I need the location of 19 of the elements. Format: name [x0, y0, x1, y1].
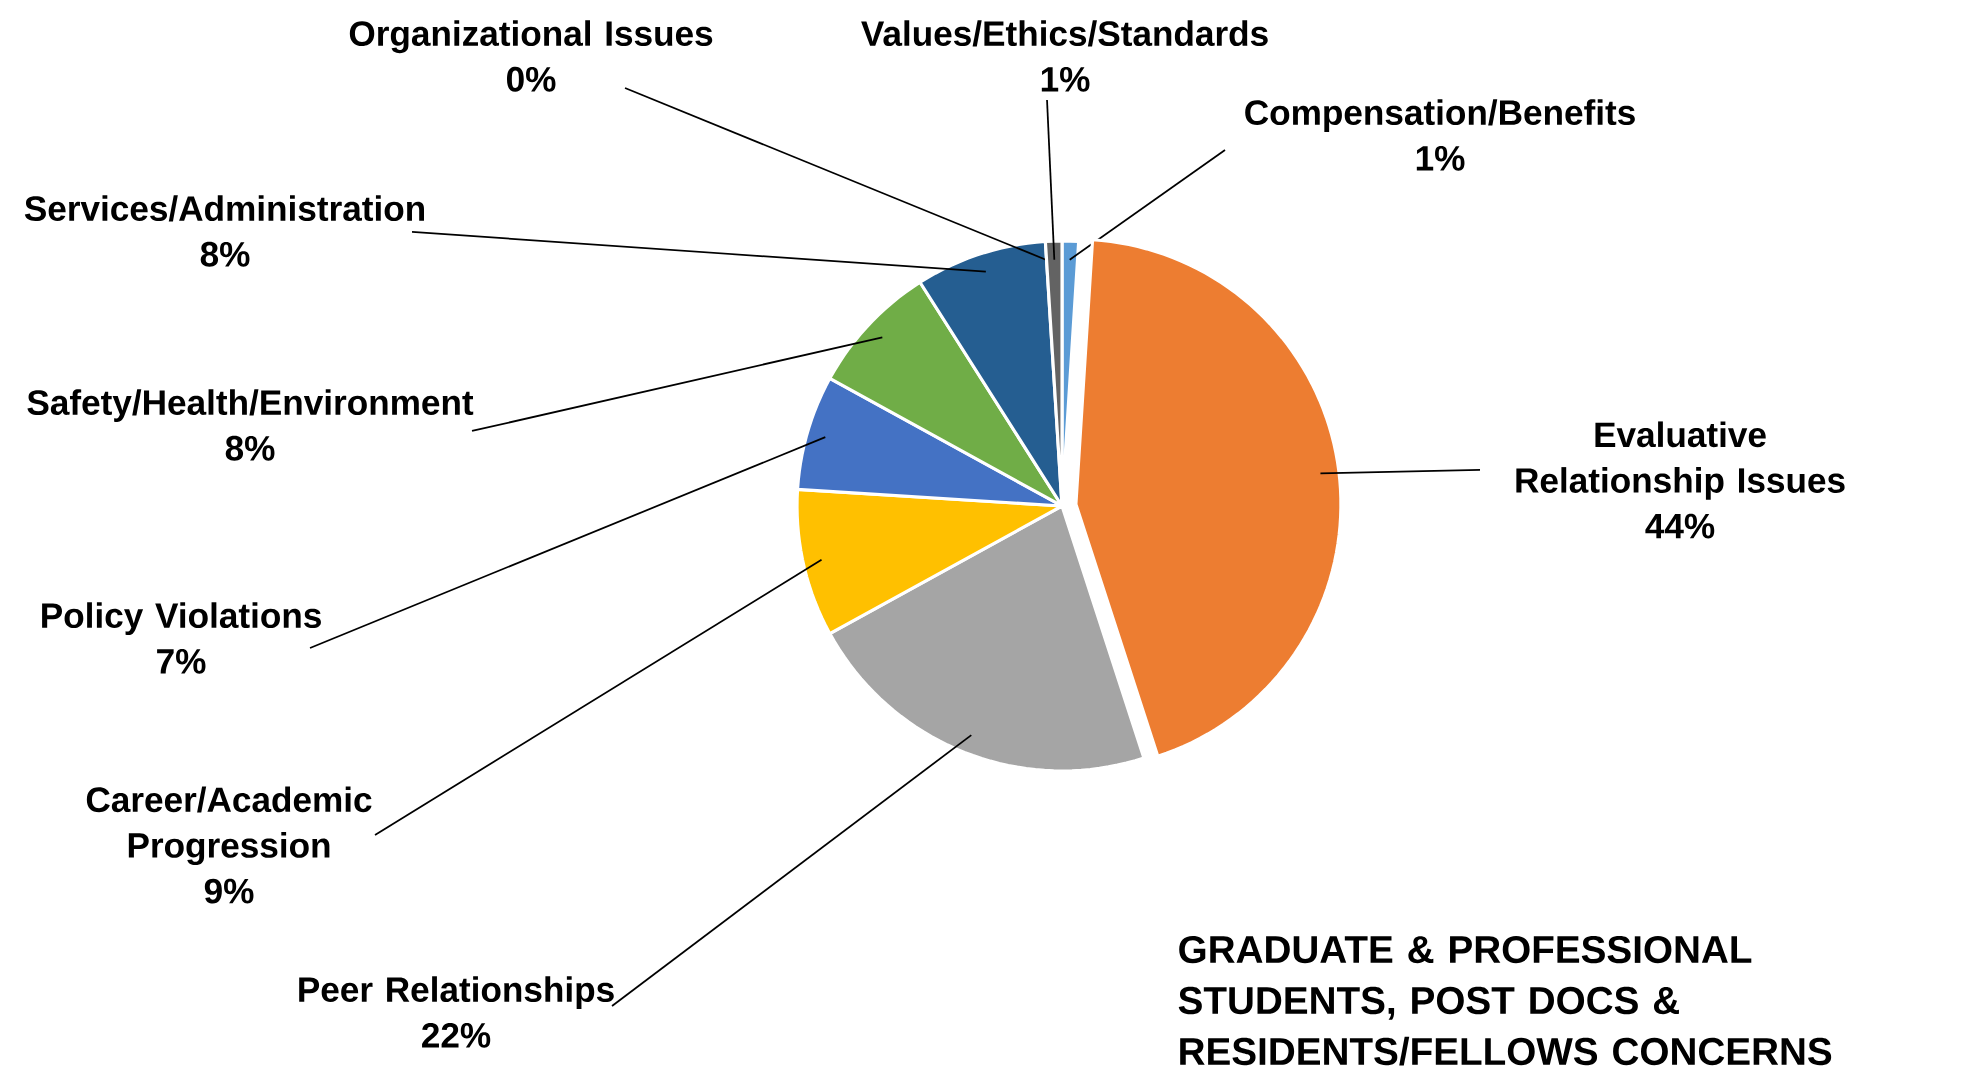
data-label: 8% — [200, 241, 250, 267]
data-label: 44% — [1645, 513, 1715, 539]
data-label: 1% — [1041, 66, 1090, 92]
data-label: 22% — [422, 1022, 491, 1048]
category-label: Organizational Issues — [349, 20, 713, 54]
slice-label: Safety/Health/Environment — [27, 389, 474, 422]
slice-label: Compensation/Benefits — [1245, 99, 1635, 133]
data-label: 1% — [1416, 145, 1465, 171]
slice-label: Values/Ethics/Standards — [861, 20, 1268, 47]
slice-label: Career/Academic Progression — [86, 786, 372, 865]
slice-label: Services/Administration — [24, 195, 424, 222]
data-label: 9% — [204, 878, 254, 904]
data-label: 7% — [157, 648, 206, 674]
slice-label: Evaluative Relationship Issues — [1516, 421, 1845, 500]
text: GRADUATE & PROFESSIONAL STUDENTS, POST DOCS & RESIDENTS/FELLOWS CONCERNS — [1178, 935, 1832, 1066]
data-label: 8% — [225, 435, 275, 461]
slice-label: Peer Relationships — [299, 976, 614, 1010]
slice-label: Policy Violations — [42, 602, 321, 636]
text: 0% — [506, 66, 556, 92]
